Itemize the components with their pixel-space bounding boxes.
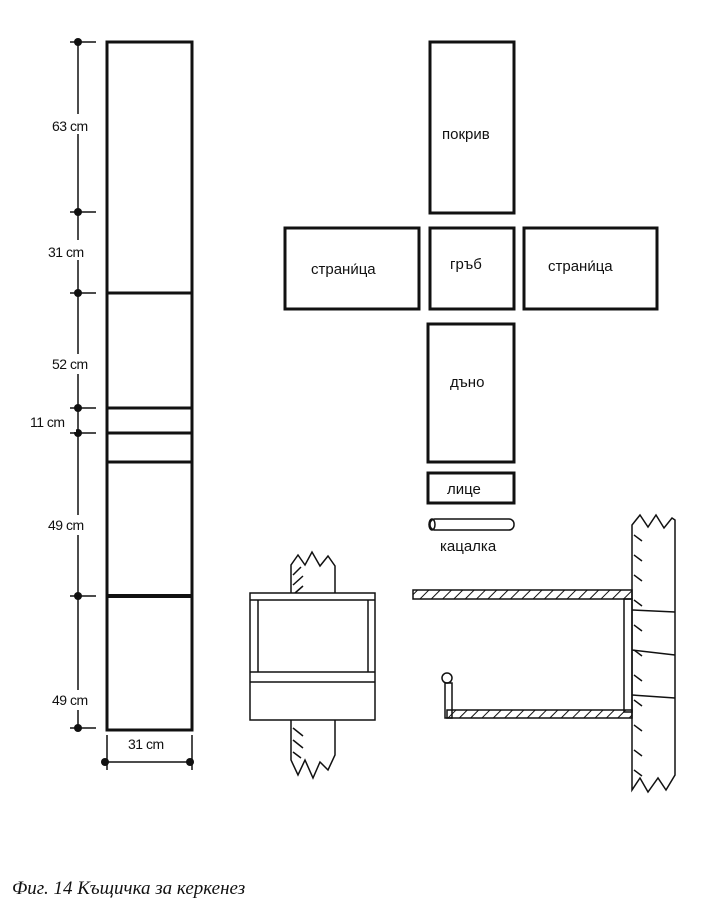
part-label: гръб bbox=[450, 256, 482, 273]
board-cut-plan: 63 cm 31 cm 52 cm 11 cm 49 cm 49 cm 31 c… bbox=[28, 38, 194, 770]
dimension-label: 63 cm bbox=[52, 118, 88, 134]
part-label: страни́ца bbox=[311, 261, 376, 278]
part-perch bbox=[429, 518, 515, 531]
dimension-markers bbox=[70, 38, 96, 732]
side-section-drawing bbox=[412, 513, 676, 794]
dimension-label: 52 cm bbox=[52, 356, 88, 372]
part-back bbox=[428, 226, 516, 311]
part-label: кацалка bbox=[440, 538, 497, 555]
part-side-left bbox=[283, 226, 421, 311]
figure-caption: Фиг. 14 Къщичка за керкенез bbox=[12, 878, 245, 899]
part-label: дъно bbox=[450, 374, 484, 391]
dimension-label: 49 cm bbox=[48, 517, 84, 533]
part-roof bbox=[428, 40, 516, 215]
part-label: покрив bbox=[442, 126, 490, 143]
part-label: страни́ца bbox=[548, 258, 613, 275]
part-side-right bbox=[522, 226, 659, 311]
dimension-label: 11 cm bbox=[30, 414, 65, 430]
part-label: лице bbox=[447, 481, 481, 498]
front-view-drawing bbox=[249, 550, 376, 780]
part-bottom bbox=[426, 322, 516, 464]
width-dimension-label: 31 cm bbox=[128, 736, 164, 752]
board-outline bbox=[105, 40, 194, 732]
dimension-label: 49 cm bbox=[52, 692, 88, 708]
parts-layout: покрив страни́ца гръб страни́ца дъно лиц… bbox=[283, 40, 659, 555]
part-front bbox=[426, 471, 516, 505]
dimension-label: 31 cm bbox=[48, 244, 84, 260]
